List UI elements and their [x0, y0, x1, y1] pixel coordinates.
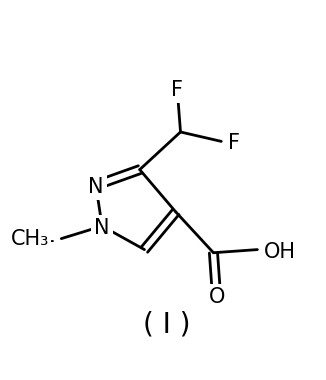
- Text: –: –: [43, 229, 55, 253]
- Text: F: F: [171, 80, 183, 100]
- Text: ( I ): ( I ): [143, 311, 190, 339]
- Text: OH: OH: [264, 242, 296, 261]
- Text: F: F: [228, 133, 240, 154]
- Text: N: N: [94, 218, 110, 238]
- Text: O: O: [208, 287, 225, 307]
- Text: CH₃: CH₃: [10, 229, 49, 249]
- Text: N: N: [88, 177, 104, 197]
